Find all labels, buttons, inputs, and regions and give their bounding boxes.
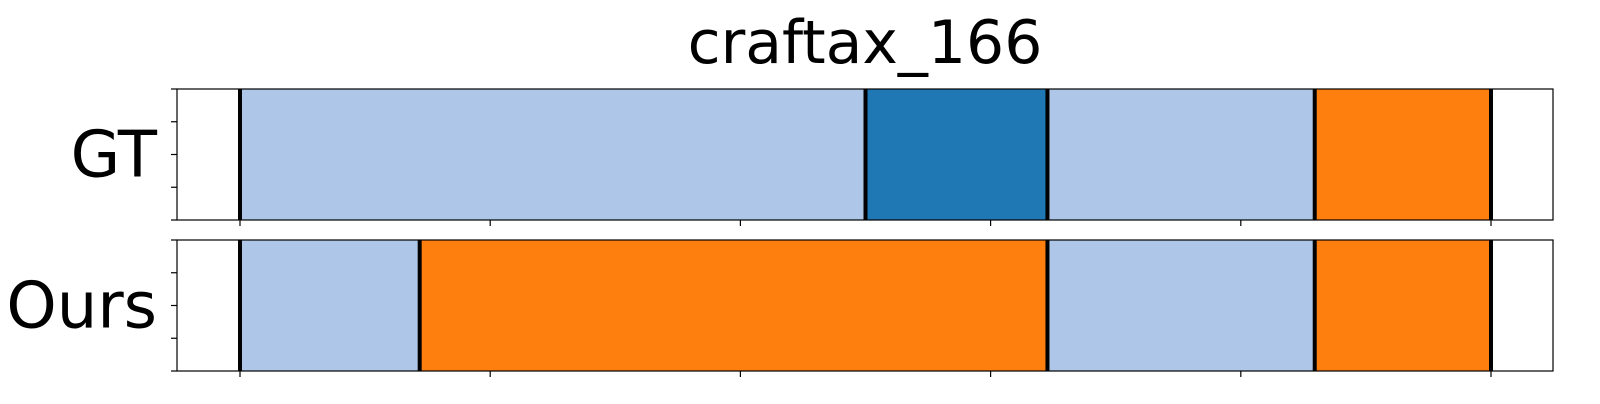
row-label-gt: GT	[71, 119, 158, 193]
segment-ours-2	[1047, 240, 1315, 371]
segment-gt-1	[865, 89, 1048, 220]
segment-gt-3	[1314, 89, 1491, 220]
row-label-ours: Ours	[6, 270, 157, 344]
panel-ours: Ours	[6, 239, 1554, 377]
panels: GT Ours	[6, 88, 1554, 377]
chart-title: craftax_166	[688, 8, 1043, 78]
panel-gt: GT	[71, 88, 1554, 226]
segment-ours-3	[1314, 240, 1491, 371]
segment-ours-1	[419, 240, 1048, 371]
segment-ours-0	[240, 240, 420, 371]
segment-gt-0	[240, 89, 866, 220]
segment-gt-2	[1047, 89, 1315, 220]
